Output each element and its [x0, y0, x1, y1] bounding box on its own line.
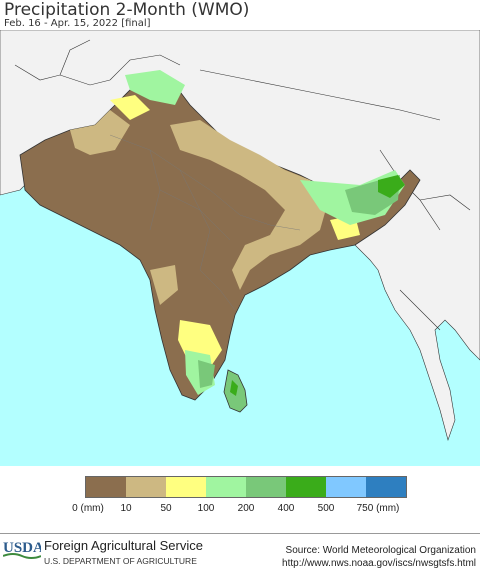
- legend-label: 750 (mm): [356, 503, 400, 514]
- legend-label: 400: [277, 503, 295, 514]
- footer-divider: [0, 533, 480, 534]
- usda-logo: USDA: [3, 540, 41, 559]
- legend-label: 10: [120, 503, 132, 514]
- agency-name: Foreign Agricultural Service: [44, 538, 203, 553]
- legend-swatch-50: [166, 477, 206, 497]
- source-url[interactable]: http://www.nws.noaa.gov/iscs/nwsgtsfs.ht…: [282, 558, 476, 569]
- department-name: U.S. DEPARTMENT OF AGRICULTURE: [44, 556, 197, 566]
- land-50mm: [110, 95, 150, 120]
- legend-swatches: [85, 476, 407, 498]
- legend-swatch-750: [366, 477, 406, 497]
- land-400mm: [378, 175, 405, 198]
- precipitation-map: [0, 30, 480, 466]
- legend-label: 200: [237, 503, 255, 514]
- legend-swatch-400: [286, 477, 326, 497]
- land-10mm: [170, 120, 330, 290]
- legend-labels: 0 (mm) 10 50 100 200 400 500 750 (mm): [0, 503, 480, 517]
- land-200mm: [198, 360, 215, 388]
- legend-swatch-200: [246, 477, 286, 497]
- data-source: Source: World Meteorological Organizatio…: [285, 545, 476, 556]
- state-boundaries: [109, 134, 301, 311]
- legend-swatch-0: [86, 477, 126, 497]
- legend-swatch-500: [326, 477, 366, 497]
- land-10mm: [150, 265, 178, 305]
- land-100mm: [125, 70, 185, 105]
- map-subtitle: Feb. 16 - Apr. 15, 2022 [final]: [4, 18, 151, 29]
- map-title: Precipitation 2-Month (WMO): [4, 0, 250, 20]
- legend-label: 50: [160, 503, 172, 514]
- land-dry: [19, 79, 421, 401]
- legend-label: 0 (mm): [72, 503, 104, 514]
- land-10mm: [70, 110, 130, 155]
- svg-text:USDA: USDA: [3, 540, 41, 556]
- legend-label: 500: [317, 503, 335, 514]
- legend-swatch-100: [206, 477, 246, 497]
- sri-lanka-wet: [230, 380, 238, 396]
- legend-label: 100: [197, 503, 215, 514]
- legend-swatch-10: [126, 477, 166, 497]
